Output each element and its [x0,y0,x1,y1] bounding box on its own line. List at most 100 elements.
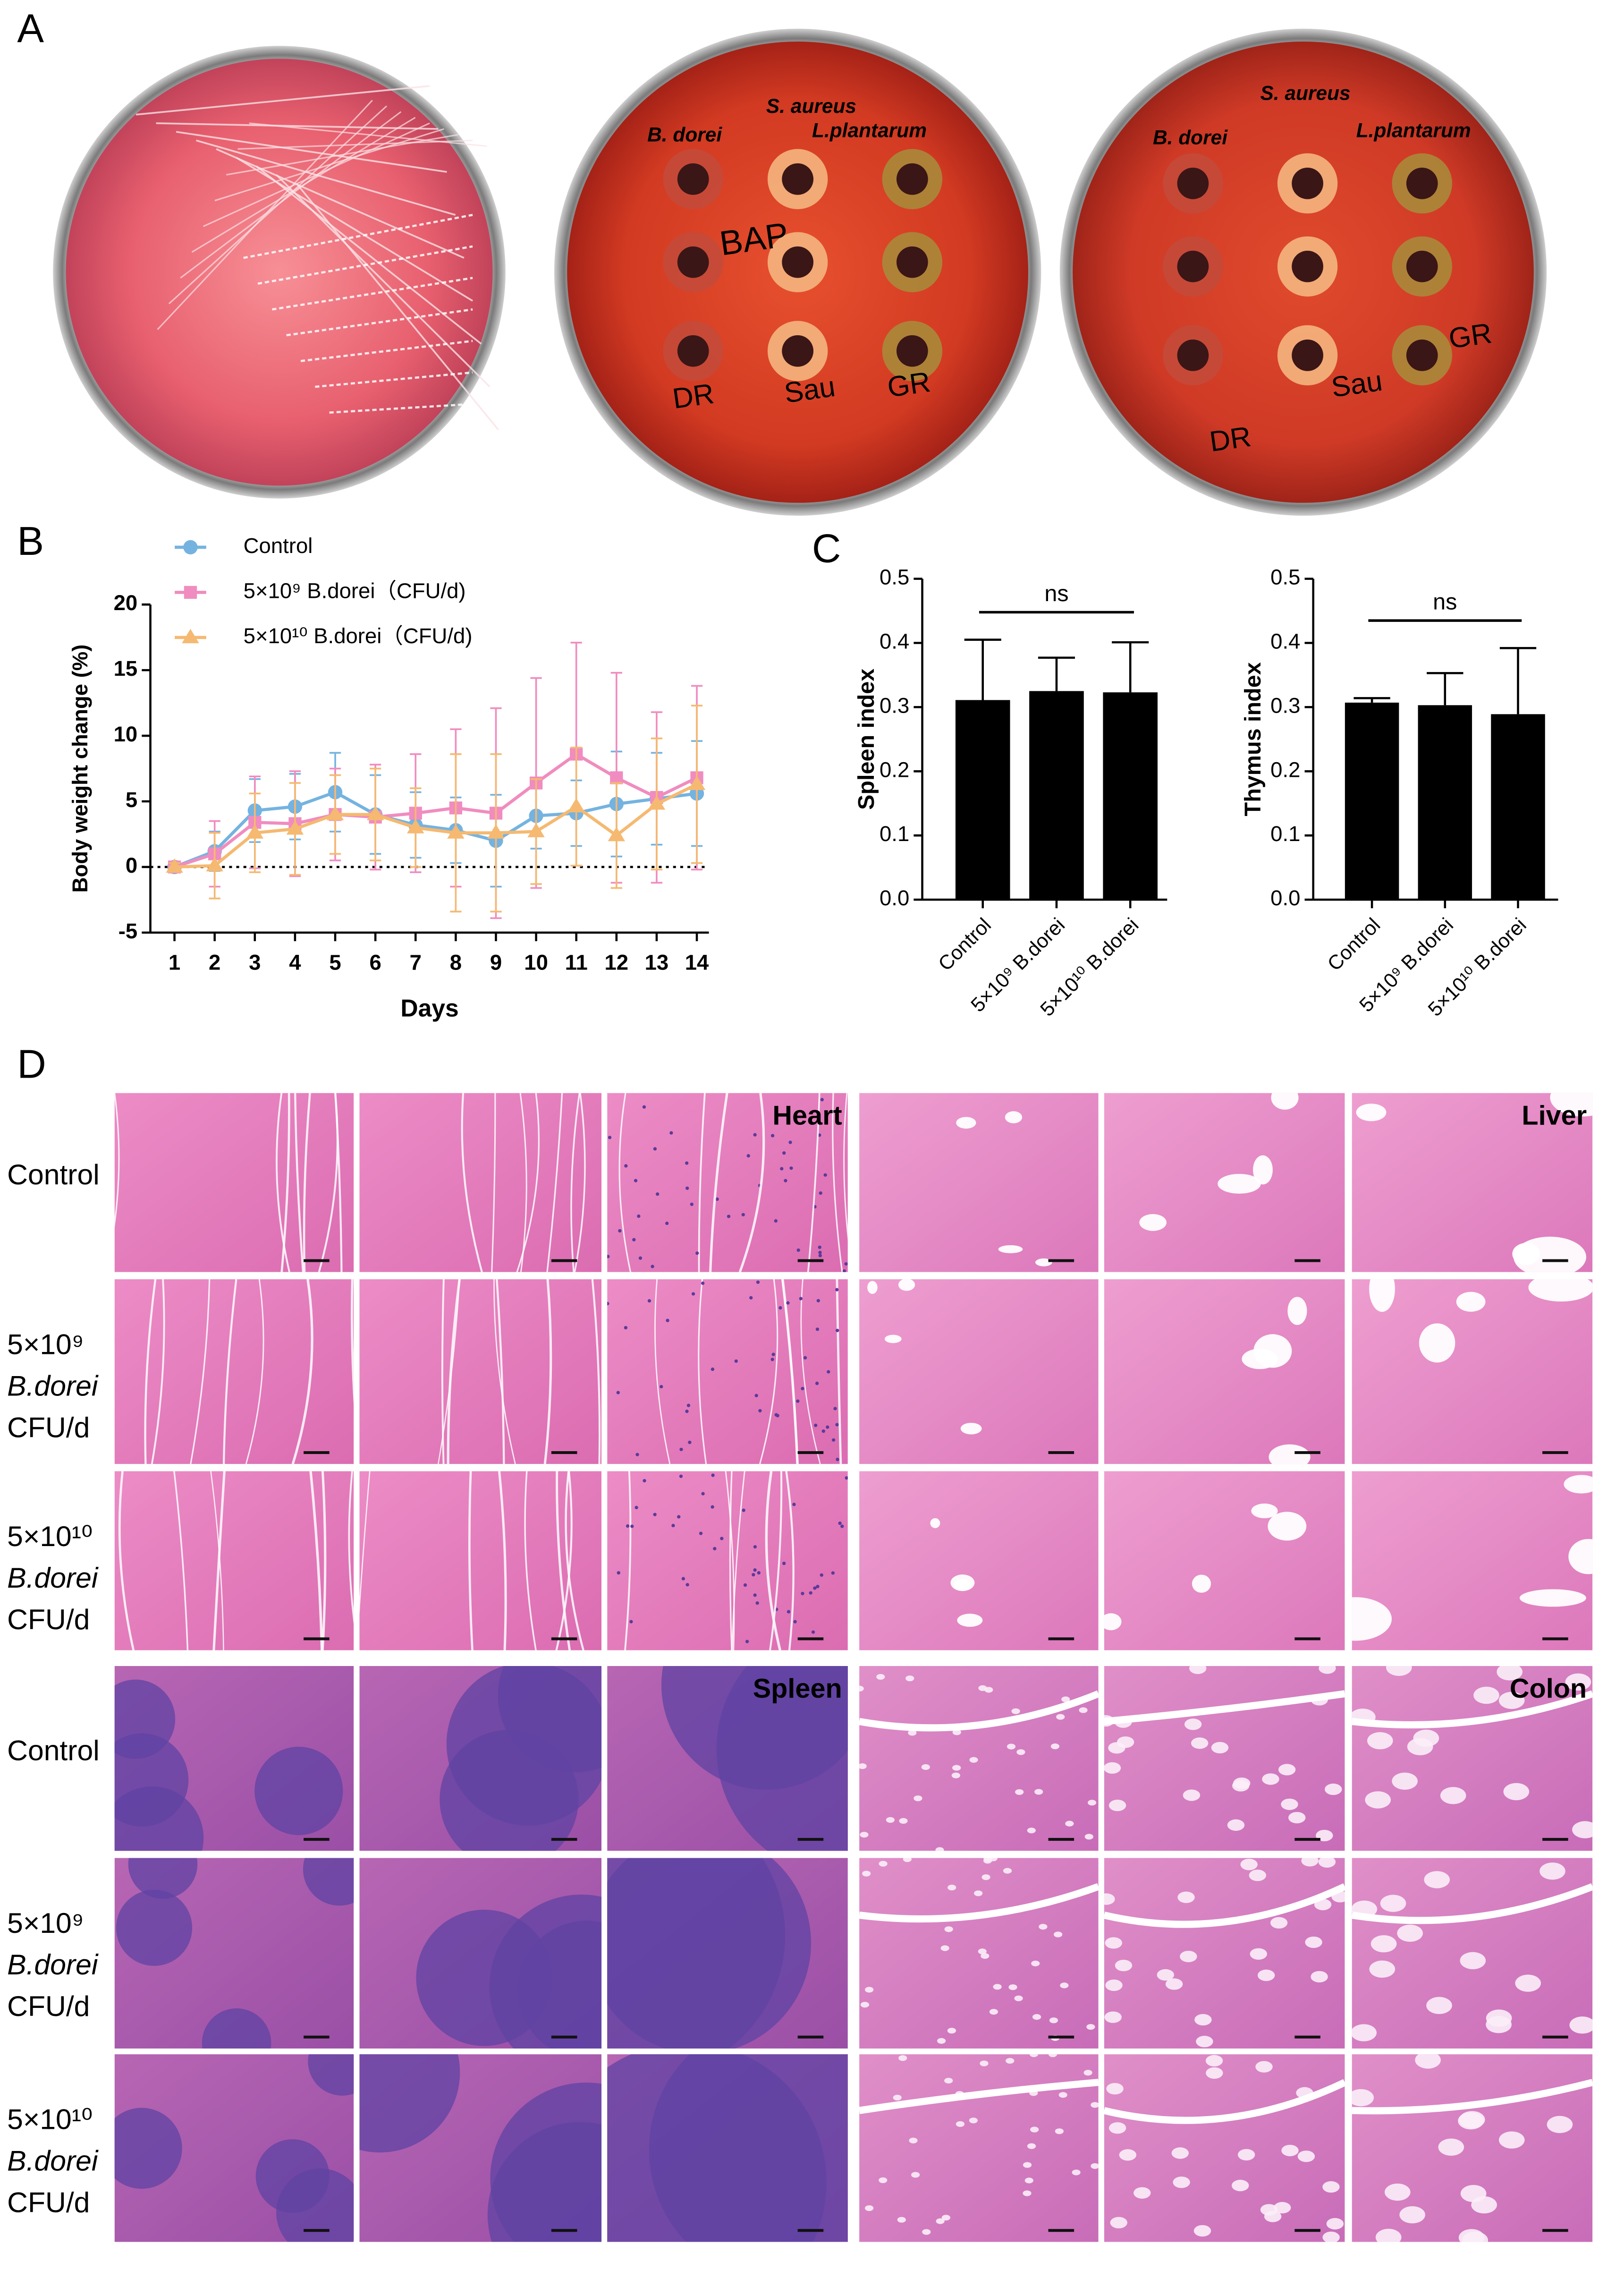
tissue-label: Liver [1522,1100,1587,1131]
row-label: 5×10⁹ [7,1907,84,1939]
goblet-cell [1104,2011,1122,2023]
tissue-cleft [546,1093,563,1272]
goblet-cell [1024,2177,1033,2184]
scale-bar [304,1637,330,1641]
tissue-cleft [785,1471,795,1650]
tissue-cleft [350,1279,354,1406]
nucleus [755,1601,759,1605]
nucleus [727,1215,731,1218]
scale-bar [1048,1451,1074,1454]
nucleus [753,1568,757,1572]
goblet-cell [1157,1969,1175,1981]
tissue-background [607,1093,848,1272]
goblet-cell [1104,1893,1115,1905]
streak [191,117,416,253]
vessel [867,1281,878,1294]
nucleus [642,1105,646,1109]
goblet-cell [1264,2210,1282,2222]
bar [955,700,1010,900]
scale-bar [304,1838,330,1841]
tissue-background [1352,2054,1593,2242]
nucleus [666,1318,669,1322]
tissue-cleft [807,1093,820,1272]
tissue-cleft [709,1093,728,1272]
nucleus [632,1238,636,1241]
nucleus [792,1503,796,1506]
goblet-cell [1365,1791,1391,1809]
goblet-cell [1106,2083,1124,2095]
goblet-cell [1486,2016,1512,2033]
nucleus [796,1399,800,1403]
vessel [1512,1243,1540,1265]
tissue-cleft [555,1471,573,1650]
panel-label: B [17,519,44,563]
goblet-cell [1072,2169,1081,2176]
nucleus [770,1134,775,1138]
goblet-cell [1515,1974,1541,1992]
y-tick-label: 0.1 [880,822,909,846]
y-tick-label: 0.0 [880,886,909,910]
vessel [957,1614,983,1627]
goblet-cell [1031,1960,1040,1966]
goblet-cell [947,1885,956,1891]
goblet-cell [1249,1870,1267,1881]
goblet-cell [1027,2143,1036,2149]
goblet-cell [1288,1811,1306,1824]
tissue-cleft [245,1279,264,1464]
goblet-cell [974,1890,983,1896]
y-tick-label: 0.2 [880,757,909,782]
streak [203,122,430,227]
histology-tile [359,1093,602,1272]
goblet-cell [1105,1979,1123,1991]
nucleus [685,1161,689,1165]
goblet-cell [1087,1800,1097,1806]
white-pulp [607,1858,786,2049]
nucleus [799,1297,803,1301]
goblet-cell [1319,1666,1336,1674]
tissue-cleft [114,1093,120,1229]
y-tick-label: 0.2 [1270,757,1300,782]
well [1292,167,1323,199]
goblet-cell [1547,2116,1573,2134]
nucleus [690,1202,694,1206]
histology-tile [114,1279,354,1464]
vessel [1356,1104,1387,1122]
bar [1103,692,1158,900]
goblet-cell [1029,2054,1039,2057]
nucleus [710,1505,714,1509]
white-pulp [308,2054,354,2096]
nucleus [701,1281,705,1285]
marker [326,806,344,820]
tissue-background [607,1471,848,1650]
goblet-cell [993,1984,1002,1990]
nucleus [677,1515,681,1519]
marker [527,823,545,838]
histology-tile [1352,1858,1593,2049]
histology-tile [607,1666,848,1851]
vessel [1519,1589,1586,1607]
nucleus [845,1476,848,1480]
bar [1345,702,1399,900]
histology-tile [359,1858,602,2049]
tissue-cleft [725,1471,735,1650]
goblet-cell [1205,2055,1223,2066]
goblet-cell [898,2055,907,2061]
legend-marker [182,629,199,644]
nucleus [782,1561,786,1565]
vessel [1419,1323,1455,1363]
tissue-cleft [524,1471,537,1650]
vessel [1271,1093,1299,1110]
tissue-cleft [843,1093,848,1241]
nucleus [679,1474,683,1478]
bar [1418,705,1472,900]
row-label: B.dorei [7,2145,99,2177]
goblet-cell [944,1926,953,1932]
goblet-cell [1352,2024,1377,2041]
nucleus [815,1327,820,1331]
nucleus [801,1591,804,1596]
well [1177,167,1209,199]
marker [688,775,706,791]
nucleus [624,1164,628,1168]
nucleus [753,1133,757,1137]
tissue-cleft [173,1471,189,1650]
